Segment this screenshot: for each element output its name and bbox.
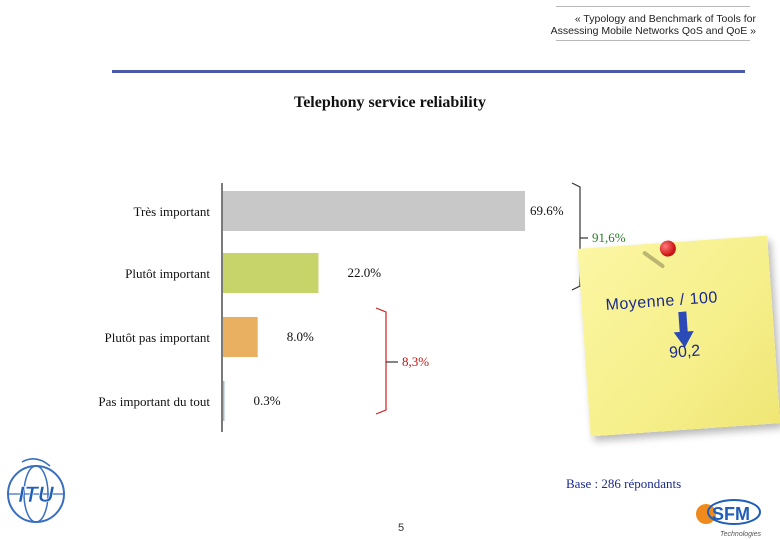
bottom-group-bracket bbox=[375, 307, 387, 415]
category-label-3: Plutôt pas important bbox=[105, 330, 211, 345]
chart-title: Telephony service reliability bbox=[294, 94, 486, 111]
value-label-1: 69.6% bbox=[530, 203, 564, 218]
itu-logo-text: ITU bbox=[18, 482, 55, 507]
top-group-bracket bbox=[571, 182, 581, 291]
base-note: Base : 286 répondants bbox=[566, 476, 682, 491]
header-rule-top bbox=[556, 6, 750, 7]
category-label-1: Très important bbox=[134, 204, 211, 219]
header-rule-bottom bbox=[556, 40, 750, 41]
bar-3 bbox=[223, 317, 258, 357]
category-label-2: Plutôt important bbox=[125, 266, 210, 281]
header-subtitle-line1: « Typology and Benchmark of Tools for bbox=[574, 13, 756, 25]
sticky-note: Moyenne / 100 90,2 bbox=[577, 235, 780, 437]
sticky-average-value: 90,2 bbox=[668, 342, 701, 362]
header-subtitle: « Typology and Benchmark of Tools for As… bbox=[496, 13, 756, 37]
category-label-4: Pas important du tout bbox=[98, 394, 210, 409]
itu-logo: ITU bbox=[7, 458, 65, 523]
bottom-group-percentage: 8,3% bbox=[402, 354, 429, 369]
title-rule bbox=[112, 70, 745, 73]
bar-2 bbox=[223, 253, 319, 293]
value-label-2: 22.0% bbox=[347, 265, 381, 280]
value-label-4: 0.3% bbox=[254, 393, 281, 408]
bar-4 bbox=[223, 381, 225, 421]
arrow-down-icon bbox=[673, 311, 694, 348]
sfm-logo-subtext: Technologies bbox=[720, 531, 761, 538]
value-label-3: 8.0% bbox=[287, 329, 314, 344]
bar-1 bbox=[223, 191, 525, 231]
sfm-logo-text: SFM bbox=[712, 504, 750, 524]
sfm-logo: SFM Technologies bbox=[696, 499, 761, 538]
header-subtitle-line2: Assessing Mobile Networks QoS and QoE » bbox=[550, 25, 756, 37]
page-number: 5 bbox=[398, 522, 405, 534]
top-group-percentage: 91,6% bbox=[592, 230, 626, 245]
